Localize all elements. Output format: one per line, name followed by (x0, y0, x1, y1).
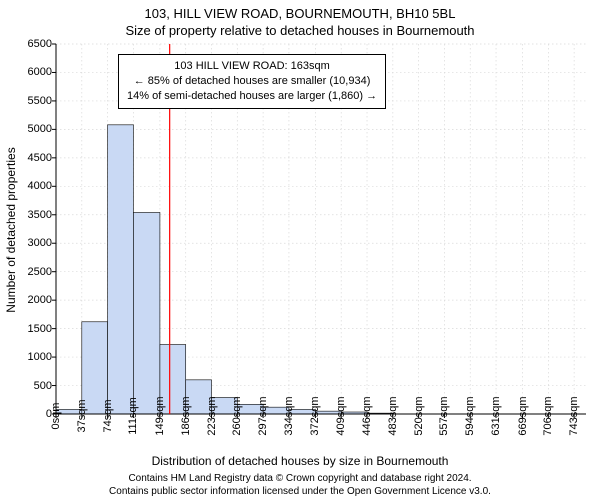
x-tick-label: 594sqm (464, 396, 476, 435)
x-tick-label: 0sqm (50, 403, 62, 430)
x-tick-label: 223sqm (206, 396, 218, 435)
y-tick-label: 5000 (28, 123, 52, 135)
x-tick-label: 557sqm (438, 396, 450, 435)
x-tick-label: 669sqm (517, 396, 529, 435)
y-tick-label: 4500 (28, 152, 52, 164)
attribution: Contains HM Land Registry data © Crown c… (0, 473, 600, 498)
title-block: 103, HILL VIEW ROAD, BOURNEMOUTH, BH10 5… (0, 0, 600, 38)
y-tick-label: 5500 (28, 95, 52, 107)
y-tick-label: 1500 (28, 323, 52, 335)
title-line-1: 103, HILL VIEW ROAD, BOURNEMOUTH, BH10 5… (0, 6, 600, 21)
x-tick-label: 74sqm (102, 399, 114, 432)
x-tick-label: 483sqm (387, 396, 399, 435)
y-tick-label: 4000 (28, 180, 52, 192)
x-axis-label: Distribution of detached houses by size … (0, 454, 600, 468)
y-tick-label: 2500 (28, 266, 52, 278)
annotation-line: ← 85% of detached houses are smaller (10… (127, 74, 377, 89)
x-tick-label: 334sqm (283, 396, 295, 435)
histogram-bar (133, 212, 160, 414)
x-tick-label: 706sqm (542, 396, 554, 435)
annotation-box: 103 HILL VIEW ROAD: 163sqm← 85% of detac… (118, 54, 386, 109)
attribution-line-1: Contains HM Land Registry data © Crown c… (0, 473, 600, 486)
histogram-bar (108, 125, 134, 414)
x-tick-label: 409sqm (335, 396, 347, 435)
y-axis-label: Number of detached properties (4, 65, 18, 230)
y-tick-label: 3500 (28, 209, 52, 221)
y-tick-label: 3000 (28, 237, 52, 249)
y-tick-label: 2000 (28, 294, 52, 306)
x-tick-label: 260sqm (231, 396, 243, 435)
y-tick-label: 6500 (28, 38, 52, 50)
attribution-line-2: Contains public sector information licen… (0, 486, 600, 499)
y-tick-label: 6000 (28, 66, 52, 78)
x-tick-label: 743sqm (568, 396, 580, 435)
annotation-line: 14% of semi-detached houses are larger (… (127, 89, 377, 104)
y-tick-label: 1000 (28, 351, 52, 363)
x-tick-label: 297sqm (257, 396, 269, 435)
chart-container: 103, HILL VIEW ROAD, BOURNEMOUTH, BH10 5… (0, 0, 600, 500)
x-tick-label: 520sqm (413, 396, 425, 435)
plot-area: 0500100015002000250030003500400045005000… (56, 44, 586, 414)
y-tick-label: 500 (34, 380, 52, 392)
x-tick-label: 631sqm (490, 396, 502, 435)
x-tick-label: 446sqm (361, 396, 373, 435)
annotation-line: 103 HILL VIEW ROAD: 163sqm (127, 59, 377, 74)
title-line-2: Size of property relative to detached ho… (0, 23, 600, 38)
x-tick-label: 37sqm (76, 399, 88, 432)
x-tick-label: 149sqm (154, 396, 166, 435)
x-tick-label: 111sqm (127, 397, 139, 435)
x-tick-label: 186sqm (180, 396, 192, 435)
x-tick-label: 372sqm (309, 396, 321, 435)
